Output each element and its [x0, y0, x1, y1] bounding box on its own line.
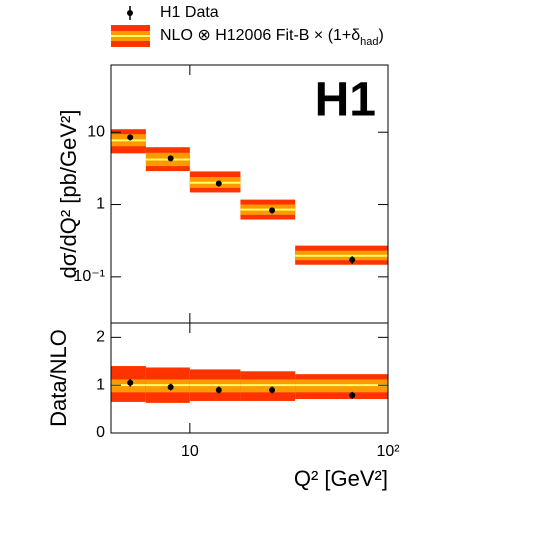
legend-marker [127, 10, 133, 16]
data-point [349, 256, 356, 263]
legend-label-part: NLO ⊗ H12006 Fit-B × (1+δ [160, 27, 360, 44]
y-axis-label: dσ/dQ² [pb/GeV²] [56, 110, 81, 279]
data-point [269, 207, 276, 214]
x-tick-label: 10 [181, 443, 199, 460]
y-tick-label: 2 [96, 329, 105, 346]
y-tick-label: 10 [87, 123, 105, 140]
x-axis-label: Q² [GeV²] [294, 466, 388, 491]
data-point [215, 386, 222, 393]
y-tick-label: 0 [96, 424, 105, 441]
y-tick-label: 1 [96, 196, 105, 213]
legend-label: H1 Data [160, 4, 219, 21]
h1-logo: H1 [315, 74, 376, 127]
y-axis-label: Data/NLO [46, 329, 71, 427]
y-tick-label: 10⁻¹ [73, 268, 105, 285]
y-tick-label: 1 [96, 376, 105, 393]
data-point [127, 379, 134, 386]
legend-label: NLO ⊗ H12006 Fit-B × (1+δhad) [160, 27, 384, 48]
data-point [349, 392, 356, 399]
legend-label-part: ) [379, 27, 384, 44]
data-point [167, 384, 174, 391]
data-point [215, 180, 222, 187]
plot-frame [110, 322, 389, 434]
data-point [167, 155, 174, 162]
data-point [269, 386, 276, 393]
x-tick-label: 10² [376, 443, 400, 460]
legend-label-part: had [360, 36, 378, 48]
data-point [127, 134, 134, 141]
